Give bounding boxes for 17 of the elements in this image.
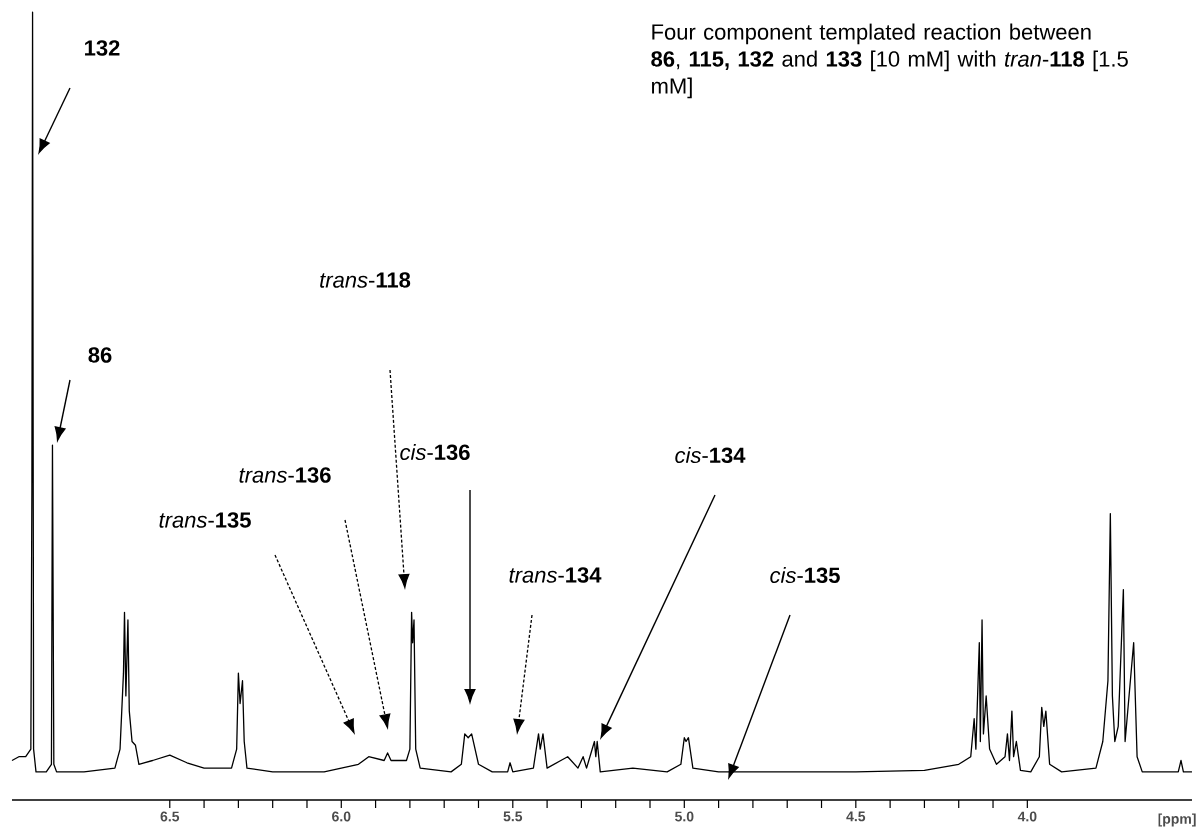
- chart-title: Four component templated reaction between 86, 115, 132 and 133 [10 mM] with tran-118 [1.5 mM]: [651, 23, 1128, 99]
- annotation: trans-135: [159, 512, 251, 528]
- x-tick-label: 4.0: [1017, 811, 1037, 822]
- x-tick-label: 4.5: [846, 811, 866, 822]
- x-tick-label: 5.0: [675, 811, 694, 822]
- annotation: 86: [88, 347, 112, 363]
- x-tick-label: 6.5: [160, 811, 180, 822]
- x-axis-title: [ppm]: [1158, 813, 1196, 827]
- annotation: 132: [85, 40, 120, 56]
- annotation: trans-118: [320, 272, 411, 288]
- x-tick-label: 5.5: [503, 811, 523, 822]
- annotation: cis-134: [675, 446, 746, 464]
- annotation: trans-136: [239, 467, 331, 483]
- annotation: trans-134: [509, 567, 602, 583]
- annotation: cis-136: [400, 443, 470, 461]
- annotation: cis-135: [770, 566, 840, 584]
- x-tick-label: 6.0: [332, 811, 351, 822]
